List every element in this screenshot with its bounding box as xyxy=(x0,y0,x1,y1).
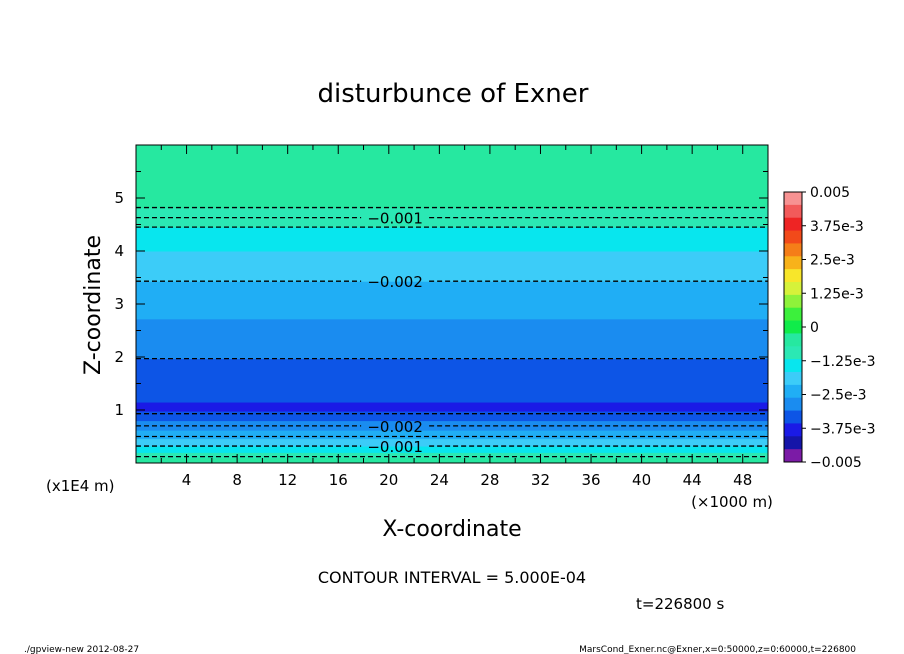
x-axis-label: X-coordinate xyxy=(382,517,521,542)
contour-label: −0.002 xyxy=(367,418,423,436)
colorbar-segment xyxy=(784,307,802,321)
x-axis-ticks: 4 8 12 16 20 24 28 32 36 40 44 48 xyxy=(160,145,752,489)
colorbar-segment xyxy=(784,449,802,463)
colorbar-segment xyxy=(784,423,802,437)
x-tick-label: 20 xyxy=(379,471,398,489)
colorbar-segment xyxy=(784,333,802,347)
contour-interval-text: CONTOUR INTERVAL = 5.000E-04 xyxy=(318,568,586,587)
y-tick-label: 1 xyxy=(114,401,124,419)
colorbar-segment xyxy=(784,204,802,219)
x-tick-label: 24 xyxy=(430,471,449,489)
contour-band xyxy=(136,411,768,422)
colorbar-label: −3.75e-3 xyxy=(810,421,875,437)
contour-band xyxy=(136,438,768,447)
plot-area: −0.001−0.002−0.002−0.001 4 8 12 16 20 24 28 32 3… xyxy=(114,144,769,489)
contour-band xyxy=(136,402,768,408)
colorbar-label: −1.25e-3 xyxy=(810,354,875,370)
x-tick-label: 36 xyxy=(581,471,600,489)
contour-band xyxy=(136,227,768,252)
colorbar-label: 1.25e-3 xyxy=(810,286,864,302)
program-info: ./gpview-new 2012-08-27 xyxy=(24,645,139,654)
time-stamp: t=226800 s xyxy=(636,595,724,613)
x-tick-label: 48 xyxy=(733,471,752,489)
x-tick-label: 16 xyxy=(329,471,348,489)
colorbar-segment xyxy=(784,230,802,244)
contour-band xyxy=(136,407,768,412)
colorbar-segment xyxy=(784,243,802,257)
contour-label: −0.001 xyxy=(367,210,423,228)
y-tick-label: 5 xyxy=(114,189,124,207)
y-tick-label: 3 xyxy=(114,295,124,313)
x-tick-label: 40 xyxy=(632,471,651,489)
colorbar-label: −0.005 xyxy=(810,455,862,471)
contour-lines: −0.001 −0.002 −0.002 −0.001 xyxy=(136,206,768,458)
contour-fill-bands xyxy=(136,145,768,464)
contour-band xyxy=(136,420,768,431)
contour-band xyxy=(136,457,768,464)
x-tick-label: 44 xyxy=(683,471,702,489)
colorbar-segment xyxy=(784,359,802,373)
chart-title: disturbunce of Exner xyxy=(318,79,589,109)
x-tick-label: 32 xyxy=(531,471,550,489)
contour-band xyxy=(136,251,768,282)
colorbar-segment xyxy=(784,436,802,450)
colorbar-label: −2.5e-3 xyxy=(810,388,867,404)
y-axis-ticks: 1 2 3 4 5 xyxy=(114,171,768,437)
x-tick-label: 28 xyxy=(480,471,499,489)
colorbar-label: 2.5e-3 xyxy=(810,253,855,269)
colorbar: 0.005 3.75e-3 2.5e-3 1.25e-3 0 −1.25e-3 −2.5e-… xyxy=(783,185,875,471)
colorbar-label: 3.75e-3 xyxy=(810,219,864,235)
x-axis-unit: (×1000 m) xyxy=(691,493,773,511)
contour-band xyxy=(136,446,768,453)
colorbar-label: 0 xyxy=(810,320,819,336)
contour-band xyxy=(136,452,768,459)
contour-band xyxy=(136,281,768,320)
contour-label: −0.001 xyxy=(367,438,423,456)
x-tick-label: 8 xyxy=(232,471,242,489)
data-source-info: MarsCond_Exner.nc@Exner,x=0:50000,z=0:60… xyxy=(579,645,856,654)
colorbar-segment xyxy=(784,269,802,283)
colorbar-segment xyxy=(784,410,802,424)
y-tick-label: 2 xyxy=(114,348,124,366)
x-tick-label: 4 xyxy=(182,471,192,489)
contour-band xyxy=(136,430,768,440)
colorbar-segment xyxy=(784,397,802,411)
colorbar-label: 0.005 xyxy=(810,185,850,201)
contour-label: −0.002 xyxy=(367,273,423,291)
colorbar-segment xyxy=(784,217,802,231)
colorbar-segment xyxy=(784,192,802,206)
contour-band xyxy=(136,207,768,219)
colorbar-segment xyxy=(784,256,802,270)
y-axis-label: Z-coordinate xyxy=(81,235,106,375)
colorbar-segment xyxy=(784,384,802,399)
contour-band xyxy=(136,145,768,209)
colorbar-segment xyxy=(784,346,802,360)
contour-band xyxy=(136,217,768,228)
contour-band xyxy=(136,318,768,360)
colorbar-segment xyxy=(784,294,802,309)
y-tick-label: 4 xyxy=(114,242,124,260)
contour-band xyxy=(136,358,768,403)
colorbar-segment xyxy=(784,372,802,386)
x-tick-label: 12 xyxy=(278,471,297,489)
colorbar-segment xyxy=(784,282,802,296)
y-axis-unit: (x1E4 m) xyxy=(46,477,115,495)
colorbar-segment xyxy=(784,320,802,334)
